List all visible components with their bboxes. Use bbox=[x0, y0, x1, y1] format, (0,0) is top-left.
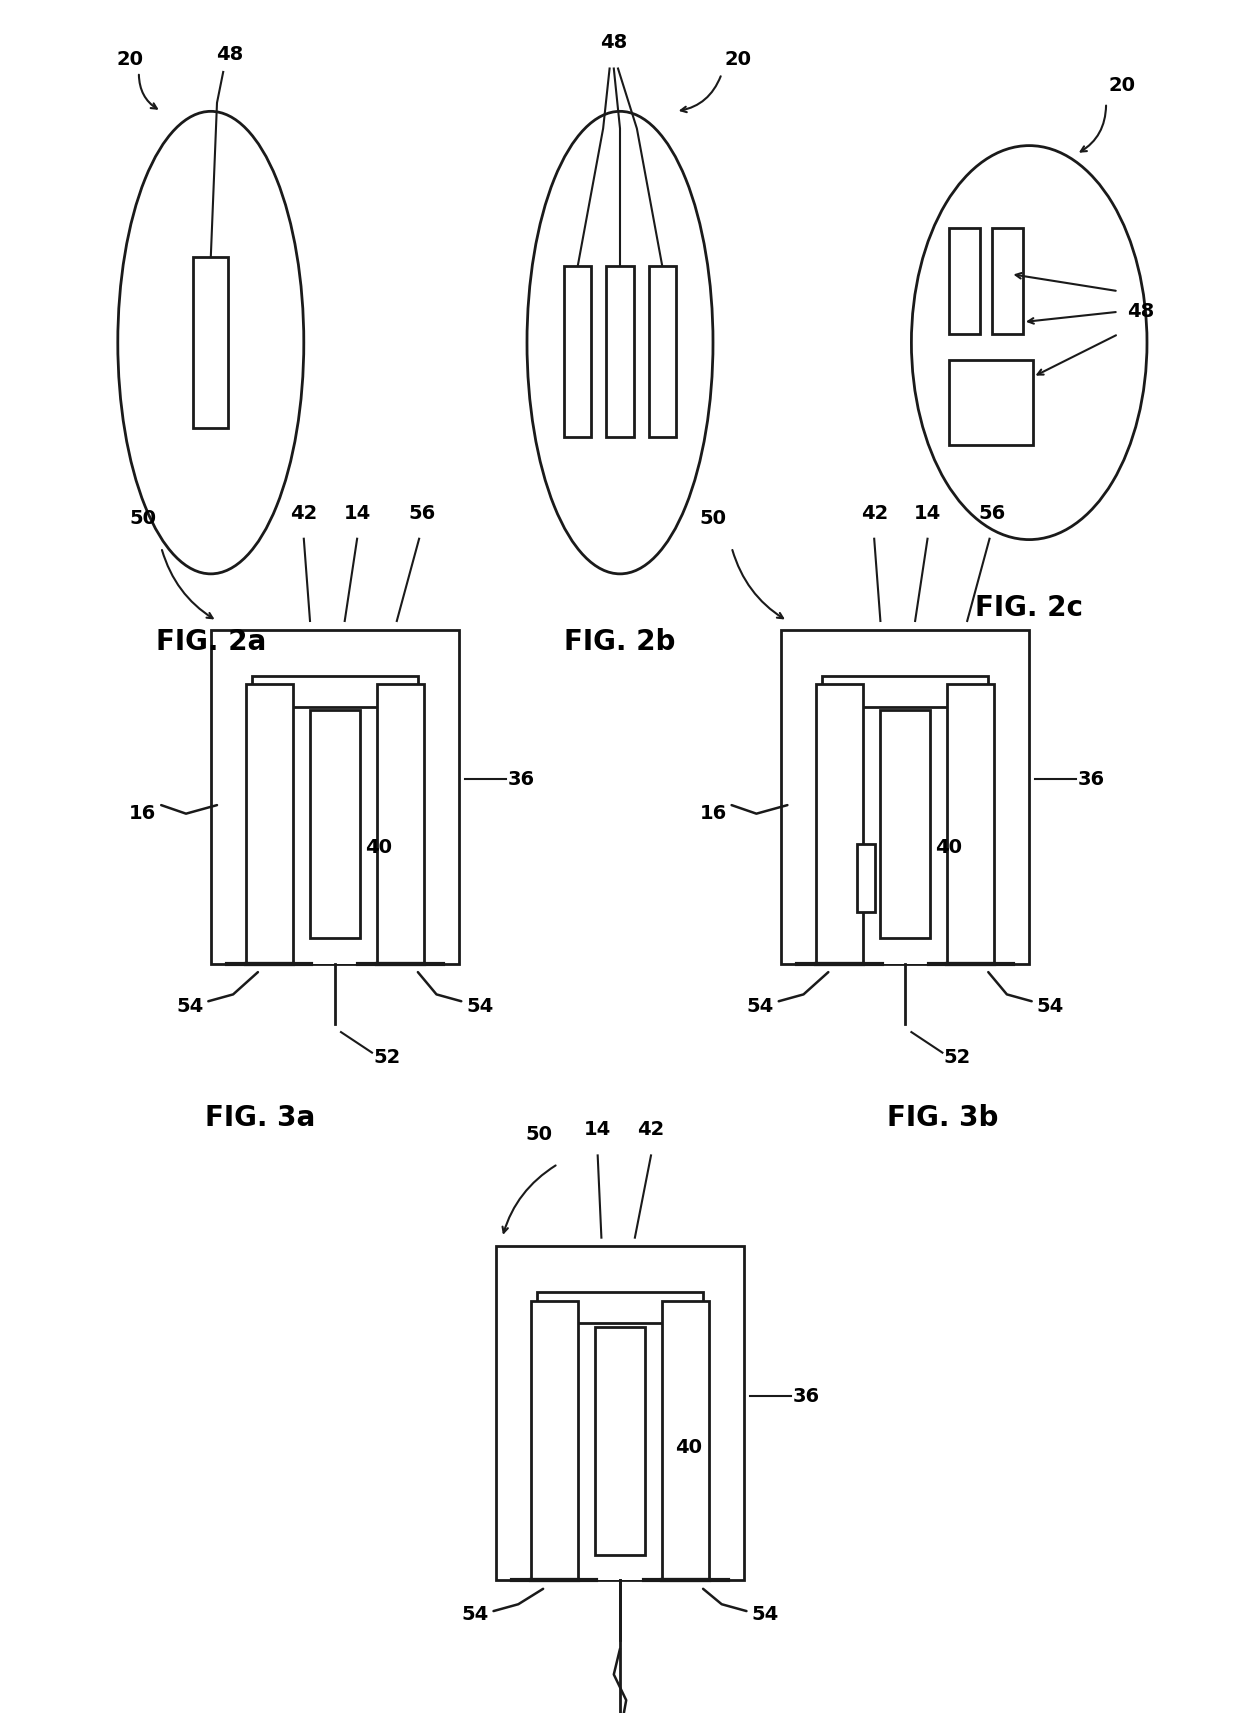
Text: 54: 54 bbox=[176, 997, 203, 1016]
Text: 36: 36 bbox=[507, 769, 534, 790]
Text: 20: 20 bbox=[117, 50, 144, 70]
Bar bbox=[947, 683, 994, 963]
Text: 54: 54 bbox=[746, 997, 774, 1016]
Bar bbox=[649, 266, 676, 437]
Text: 14: 14 bbox=[584, 1120, 611, 1139]
Bar bbox=[531, 1333, 709, 1579]
Text: 14: 14 bbox=[343, 504, 371, 522]
Bar bbox=[193, 257, 228, 428]
Bar bbox=[310, 709, 360, 939]
Bar bbox=[992, 228, 1023, 334]
Bar bbox=[816, 683, 863, 963]
Bar bbox=[606, 266, 634, 437]
Bar bbox=[662, 1302, 709, 1579]
Text: 54: 54 bbox=[461, 1605, 489, 1624]
Text: 42: 42 bbox=[290, 504, 317, 522]
Text: 48: 48 bbox=[216, 45, 243, 65]
Text: 50: 50 bbox=[129, 509, 156, 528]
Bar bbox=[949, 360, 1033, 445]
Text: FIG. 3b: FIG. 3b bbox=[887, 1103, 998, 1132]
Bar bbox=[211, 629, 459, 963]
Text: 16: 16 bbox=[129, 803, 156, 824]
Text: 40: 40 bbox=[365, 838, 392, 858]
Bar bbox=[564, 266, 591, 437]
Bar bbox=[822, 675, 988, 706]
Text: 52: 52 bbox=[944, 1048, 971, 1067]
Text: 42: 42 bbox=[637, 1120, 665, 1139]
Text: 42: 42 bbox=[861, 504, 888, 522]
Text: 36: 36 bbox=[1078, 769, 1105, 790]
Bar bbox=[246, 683, 293, 963]
Text: 16: 16 bbox=[699, 803, 727, 824]
Bar bbox=[246, 716, 424, 963]
Ellipse shape bbox=[527, 111, 713, 574]
Text: 48: 48 bbox=[600, 33, 627, 53]
Text: 20: 20 bbox=[724, 50, 751, 70]
Text: 50: 50 bbox=[526, 1125, 553, 1144]
Text: FIG. 2c: FIG. 2c bbox=[975, 594, 1084, 622]
Bar bbox=[496, 1247, 744, 1579]
Text: 36: 36 bbox=[792, 1386, 820, 1406]
Text: FIG. 2b: FIG. 2b bbox=[564, 629, 676, 656]
Text: 54: 54 bbox=[751, 1605, 779, 1624]
Ellipse shape bbox=[118, 111, 304, 574]
Text: 40: 40 bbox=[675, 1437, 702, 1458]
Bar bbox=[595, 1326, 645, 1555]
Text: 48: 48 bbox=[1127, 301, 1154, 322]
Text: 56: 56 bbox=[978, 504, 1006, 522]
Bar bbox=[377, 683, 424, 963]
Bar bbox=[857, 843, 875, 911]
Bar bbox=[537, 1293, 703, 1324]
Text: 54: 54 bbox=[1037, 997, 1064, 1016]
Text: 14: 14 bbox=[914, 504, 941, 522]
Bar bbox=[949, 228, 980, 334]
Bar bbox=[880, 709, 930, 939]
Bar bbox=[531, 1302, 578, 1579]
Ellipse shape bbox=[911, 146, 1147, 540]
Text: FIG. 3a: FIG. 3a bbox=[206, 1103, 315, 1132]
Text: 50: 50 bbox=[699, 509, 727, 528]
Bar bbox=[781, 629, 1029, 963]
Text: 54: 54 bbox=[466, 997, 494, 1016]
Text: 52: 52 bbox=[373, 1048, 401, 1067]
Bar bbox=[816, 716, 994, 963]
Text: 20: 20 bbox=[1109, 75, 1136, 96]
Text: 40: 40 bbox=[935, 838, 962, 858]
Bar bbox=[252, 675, 418, 706]
Text: FIG. 2a: FIG. 2a bbox=[156, 629, 265, 656]
Text: 56: 56 bbox=[408, 504, 435, 522]
